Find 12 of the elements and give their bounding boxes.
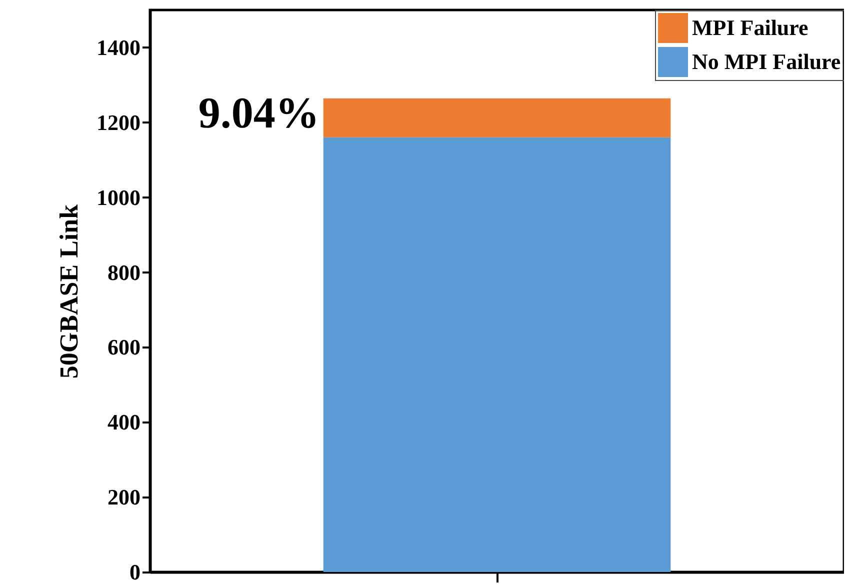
legend-label: No MPI Failure: [692, 49, 841, 74]
y-tick-label: 400: [108, 410, 140, 435]
y-tick-label: 200: [108, 484, 140, 510]
annotation: 9.04%: [198, 88, 320, 138]
legend-label: MPI Failure: [692, 15, 809, 40]
y-tick-label: 1400: [96, 34, 140, 60]
y-tick-label: 1200: [96, 110, 140, 135]
y-tick-label: 1000: [96, 184, 140, 210]
y-axis-title: 50GBASE Link: [54, 204, 84, 379]
y-tick-label: 0: [130, 560, 140, 584]
y-tick-label: 800: [108, 260, 140, 285]
y-tick-label: 600: [108, 334, 140, 360]
